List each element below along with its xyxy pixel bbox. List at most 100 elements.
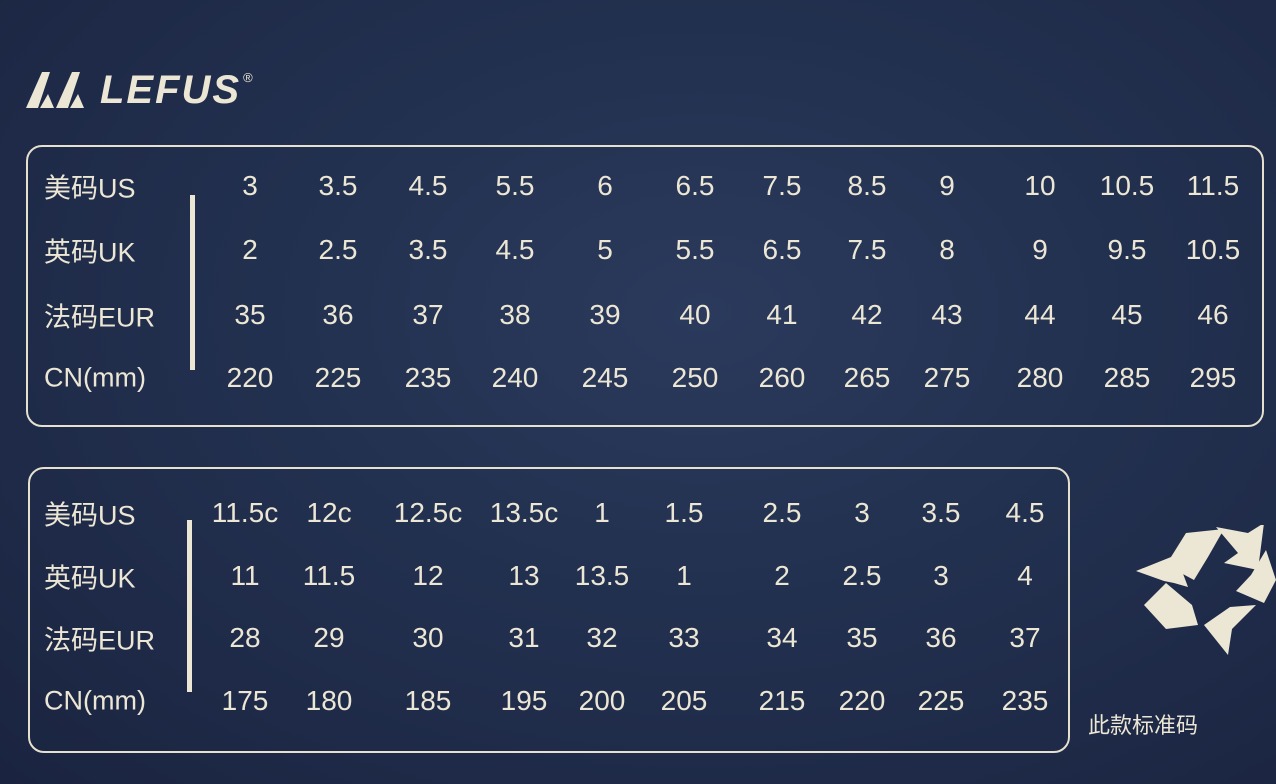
size-cell: 35	[234, 299, 266, 330]
row-label: CN(mm)	[44, 685, 146, 716]
size-cell: 2	[242, 234, 258, 265]
size-cell: 3.5	[318, 170, 358, 201]
size-cell: 46	[1197, 299, 1229, 330]
kids-size-table	[28, 467, 1070, 753]
size-cell: 34	[766, 622, 798, 653]
adult-size-table	[26, 145, 1264, 427]
size-cell: 220	[226, 362, 274, 393]
size-cell: 3	[933, 560, 949, 591]
size-cell: 280	[1016, 362, 1064, 393]
size-cell: 10	[1024, 170, 1056, 201]
size-cell: 240	[491, 362, 539, 393]
size-cell: 36	[925, 622, 957, 653]
size-cell: 180	[305, 685, 353, 716]
size-cell: 6.5	[762, 234, 802, 265]
size-cell: 250	[671, 362, 719, 393]
size-cell: 10.5	[1099, 170, 1155, 201]
size-cell: 295	[1189, 362, 1237, 393]
size-cell: 7.5	[762, 170, 802, 201]
size-cell: 3.5	[921, 497, 961, 528]
size-cell: 11	[230, 560, 260, 591]
size-cell: 215	[758, 685, 806, 716]
size-cell: 40	[679, 299, 711, 330]
row-label: 英码UK	[44, 563, 136, 594]
size-cell: 8	[939, 234, 955, 265]
row-label: 美码US	[44, 500, 136, 531]
brand-logo: LEFUS ®	[26, 68, 253, 112]
size-cell: 4.5	[1005, 497, 1045, 528]
size-cell: 5.5	[675, 234, 715, 265]
brand-mark-icon	[26, 72, 84, 108]
size-cell: 11.5	[302, 560, 356, 591]
size-cell: 12	[412, 560, 444, 591]
size-cell: 235	[404, 362, 452, 393]
size-cell: 32	[586, 622, 618, 653]
size-cell: 45	[1111, 299, 1143, 330]
size-cell: 265	[843, 362, 891, 393]
size-cell: 175	[221, 685, 269, 716]
size-cell: 33	[668, 622, 700, 653]
size-cell: 235	[1001, 685, 1049, 716]
size-cell: 28	[229, 622, 261, 653]
size-cell: 4.5	[408, 170, 448, 201]
size-cell: 4.5	[495, 234, 535, 265]
size-cell: 1	[676, 560, 692, 591]
table-divider	[190, 195, 195, 370]
size-cell: 6.5	[675, 170, 715, 201]
size-cell: 2.5	[762, 497, 802, 528]
row-label: 美码US	[44, 173, 136, 204]
size-cell: 13.5	[574, 560, 630, 591]
row-label: CN(mm)	[44, 362, 146, 393]
size-cell: 37	[1009, 622, 1041, 653]
size-cell: 4	[1017, 560, 1033, 591]
size-cell: 1.5	[664, 497, 704, 528]
size-cell: 195	[500, 685, 548, 716]
size-cell: 9.5	[1107, 234, 1147, 265]
row-label: 法码EUR	[44, 302, 156, 333]
registered-mark: ®	[243, 70, 253, 85]
size-cell: 185	[404, 685, 452, 716]
size-cell: 245	[581, 362, 629, 393]
size-cell: 9	[1032, 234, 1048, 265]
size-cell: 5.5	[495, 170, 535, 201]
size-cell: 44	[1024, 299, 1056, 330]
size-cell: 260	[758, 362, 806, 393]
size-cell: 205	[660, 685, 708, 716]
size-cell: 275	[923, 362, 971, 393]
size-cell: 41	[766, 299, 798, 330]
size-cell: 11.5	[1186, 170, 1240, 201]
size-cell: 3	[242, 170, 258, 201]
size-cell: 12.5c	[393, 497, 463, 528]
size-cell: 225	[314, 362, 362, 393]
size-cell: 11.5c	[211, 497, 279, 528]
row-label: 英码UK	[44, 237, 136, 268]
size-cell: 225	[917, 685, 965, 716]
standard-size-note: 此款标准码	[1088, 713, 1199, 738]
size-cell: 9	[939, 170, 955, 201]
size-cell: 39	[589, 299, 621, 330]
size-cell: 29	[313, 622, 345, 653]
size-cell: 3	[854, 497, 870, 528]
size-cell: 12c	[306, 497, 352, 528]
row-label: 法码EUR	[44, 625, 156, 656]
size-cell: 8.5	[847, 170, 887, 201]
size-cell: 42	[851, 299, 883, 330]
size-cell: 10.5	[1185, 234, 1241, 265]
brand-name: LEFUS	[100, 68, 242, 112]
size-cell: 220	[838, 685, 886, 716]
size-cell: 6	[597, 170, 613, 201]
size-cell: 35	[846, 622, 878, 653]
size-cell: 13.5c	[489, 497, 559, 528]
size-cell: 285	[1103, 362, 1151, 393]
size-cell: 37	[412, 299, 444, 330]
size-cell: 36	[322, 299, 354, 330]
table-divider	[187, 520, 192, 692]
size-cell: 30	[412, 622, 444, 653]
size-cell: 43	[931, 299, 963, 330]
size-cell: 5	[597, 234, 613, 265]
size-cell: 2.5	[842, 560, 882, 591]
recycle-icon	[1136, 525, 1276, 655]
size-cell: 38	[499, 299, 531, 330]
size-cell: 2	[774, 560, 790, 591]
size-cell: 31	[508, 622, 540, 653]
